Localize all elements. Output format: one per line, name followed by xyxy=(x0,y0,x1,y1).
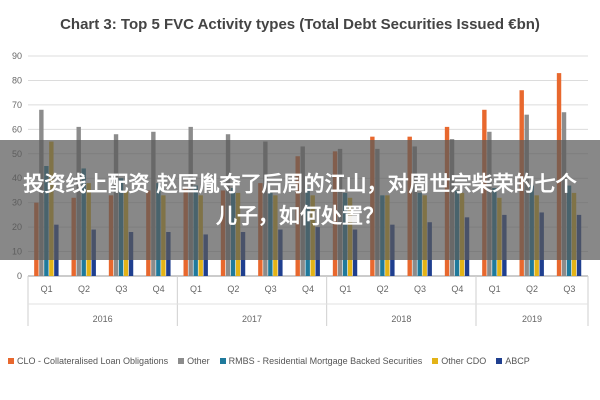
legend-item-abcp: ABCP xyxy=(496,356,530,366)
legend-swatch-abcp xyxy=(496,358,503,364)
x-tick-label-4: Q1 xyxy=(190,284,202,294)
legend-swatch-other xyxy=(178,358,185,364)
legend-swatch-clo xyxy=(8,358,14,364)
overlay-banner[interactable]: 投资线上配资 赵匡胤夺了后周的江山，对周世宗柴荣的七个儿子，如何处置？ xyxy=(0,140,600,260)
y-tick-label-90: 90 xyxy=(12,51,22,61)
x-tick-label-9: Q2 xyxy=(377,284,389,294)
group-label-2018: 2018 xyxy=(391,314,411,324)
legend-item-rmbs: RMBS - Residential Mortgage Backed Secur… xyxy=(219,356,423,366)
group-label-2019: 2019 xyxy=(522,314,542,324)
x-tick-label-10: Q3 xyxy=(414,284,426,294)
y-tick-label-70: 70 xyxy=(12,100,22,110)
legend-item-other-cdo: Other CDO xyxy=(432,356,486,366)
x-tick-label-7: Q4 xyxy=(302,284,314,294)
chart-title: Chart 3: Top 5 FVC Activity types (Total… xyxy=(60,16,540,33)
legend-swatch-other-cdo xyxy=(432,358,439,364)
legend-item-clo: CLO - Collateralised Loan Obligations xyxy=(8,356,168,366)
x-tick-label-3: Q4 xyxy=(153,284,165,294)
legend-label-rmbs: RMBS - Residential Mortgage Backed Secur… xyxy=(228,356,423,366)
x-tick-label-0: Q1 xyxy=(41,284,53,294)
legend-label-other: Other xyxy=(187,356,210,366)
chart-legend: CLO - Collateralised Loan Obligations Ot… xyxy=(8,356,598,366)
x-tick-label-5: Q2 xyxy=(227,284,239,294)
banner-headline[interactable]: 投资线上配资 赵匡胤夺了后周的江山，对周世宗柴荣的七个儿子，如何处置？ xyxy=(23,172,577,228)
legend-item-other: Other xyxy=(178,356,210,366)
x-tick-label-12: Q1 xyxy=(489,284,501,294)
legend-label-other-cdo: Other CDO xyxy=(441,356,487,366)
legend-swatch-rmbs xyxy=(219,358,226,364)
y-tick-label-0: 0 xyxy=(17,271,22,281)
x-tick-label-2: Q3 xyxy=(115,284,127,294)
x-tick-label-1: Q2 xyxy=(78,284,90,294)
x-tick-label-11: Q4 xyxy=(451,284,463,294)
x-tick-label-8: Q1 xyxy=(339,284,351,294)
x-tick-label-13: Q2 xyxy=(526,284,538,294)
group-label-2017: 2017 xyxy=(242,314,262,324)
x-tick-label-14: Q3 xyxy=(563,284,575,294)
y-tick-label-80: 80 xyxy=(12,75,22,85)
legend-label-abcp: ABCP xyxy=(505,356,530,366)
x-tick-label-6: Q3 xyxy=(265,284,277,294)
legend-label-clo: CLO - Collateralised Loan Obligations xyxy=(17,356,169,366)
y-tick-label-60: 60 xyxy=(12,124,22,134)
group-label-2016: 2016 xyxy=(93,314,113,324)
